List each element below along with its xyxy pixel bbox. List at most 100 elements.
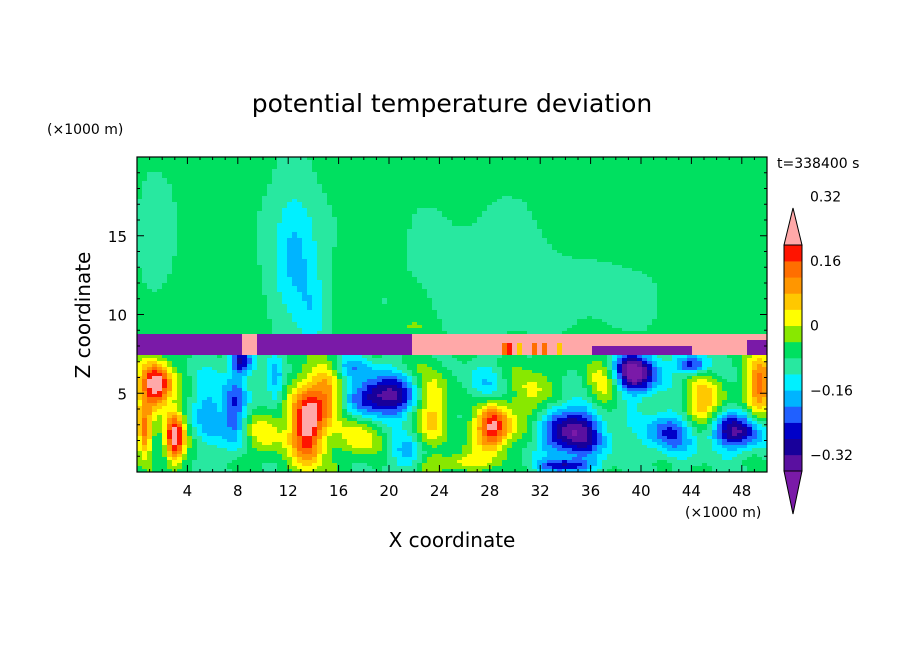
contour-cell [697, 370, 708, 374]
contour-cell [417, 394, 423, 398]
contour-cell [472, 379, 483, 383]
contour-cell [307, 358, 328, 362]
contour-cell [322, 307, 333, 311]
contour-cell [257, 367, 268, 371]
contour-cell [717, 409, 723, 413]
contour-cell [227, 439, 238, 443]
contour-cell [417, 376, 423, 380]
contour-cell [337, 232, 408, 236]
contour-cell [517, 349, 523, 353]
contour-cell [557, 418, 568, 422]
contour-cell [582, 376, 588, 380]
contour-cell [137, 226, 178, 230]
contour-cell [172, 448, 178, 452]
contour-cell [372, 442, 383, 446]
y-tick-label: 15 [108, 228, 127, 246]
contour-cell [517, 346, 523, 350]
contour-cell [592, 433, 598, 437]
contour-cell [547, 349, 558, 353]
contour-cell [512, 397, 548, 401]
contour-cell [312, 226, 338, 230]
contour-cell [247, 397, 253, 401]
contour-cell [367, 358, 403, 362]
contour-cell [147, 442, 153, 446]
contour-cell [427, 388, 443, 392]
contour-cell [442, 430, 448, 434]
contour-cell [317, 442, 323, 446]
contour-cell [517, 421, 528, 425]
contour-cell [472, 223, 538, 227]
contour-cell [742, 391, 748, 395]
contour-cell [197, 451, 248, 455]
contour-cell [512, 349, 518, 353]
contour-cell [472, 385, 498, 389]
contour-cell [687, 403, 693, 407]
contour-cell [597, 370, 603, 374]
contour-cell [277, 364, 283, 368]
contour-cell [192, 418, 198, 422]
contour-cell [587, 382, 598, 386]
contour-cell [277, 163, 313, 167]
contour-cell [487, 412, 498, 416]
contour-cell [587, 379, 593, 383]
contour-cell [237, 430, 243, 434]
contour-cell [162, 391, 168, 395]
contour-cell [667, 442, 683, 446]
contour-cell [597, 388, 608, 392]
contour-cell [317, 448, 323, 452]
contour-cell [162, 283, 263, 287]
contour-cell [412, 439, 418, 443]
contour-cell [322, 400, 328, 404]
contour-cell [322, 421, 328, 425]
contour-cell [227, 358, 233, 362]
contour-cell [447, 409, 473, 413]
contour-cell [497, 430, 503, 434]
contour-cell [302, 406, 318, 410]
contour-cell [482, 391, 493, 395]
contour-cell [427, 289, 658, 293]
contour-cell [547, 346, 558, 350]
contour-cell [762, 385, 767, 389]
contour-cell [382, 469, 418, 472]
contour-cell [137, 304, 268, 308]
contour-cell [442, 391, 448, 395]
contour-cell [277, 394, 283, 398]
contour-cell [192, 406, 203, 410]
contour-cell [387, 448, 393, 452]
contour-cell [662, 376, 673, 380]
contour-cell [632, 379, 638, 383]
contour-cell [327, 445, 353, 449]
contour-cell [272, 424, 288, 428]
contour-cell [512, 424, 518, 428]
contour-cell [347, 385, 353, 389]
contour-cell [562, 379, 583, 383]
contour-cell [437, 313, 658, 317]
contour-cell [502, 463, 523, 467]
contour-cell [512, 385, 523, 389]
contour-cell [747, 400, 753, 404]
contour-cell [682, 367, 698, 371]
contour-cell [337, 364, 343, 368]
contour-cell [322, 187, 767, 191]
contour-cell [242, 397, 248, 401]
contour-cell [592, 391, 603, 395]
contour-cell [177, 229, 258, 233]
contour-cell [242, 379, 248, 383]
contour-cell [417, 430, 423, 434]
contour-cell [612, 445, 648, 449]
contour-cell [177, 463, 183, 467]
contour-cell [632, 268, 767, 272]
contour-cell [287, 397, 293, 401]
contour-cell [227, 355, 233, 359]
contour-cell [482, 469, 528, 472]
contour-cell [477, 418, 483, 422]
contour-cell [592, 361, 603, 365]
contour-cell [642, 382, 648, 386]
contour-cell [297, 406, 303, 410]
contour-cell [162, 415, 168, 419]
contour-cell [712, 361, 733, 365]
contour-cell [332, 391, 338, 395]
contour-cell [242, 385, 248, 389]
contour-cell [557, 469, 563, 472]
contour-cell [252, 442, 263, 446]
